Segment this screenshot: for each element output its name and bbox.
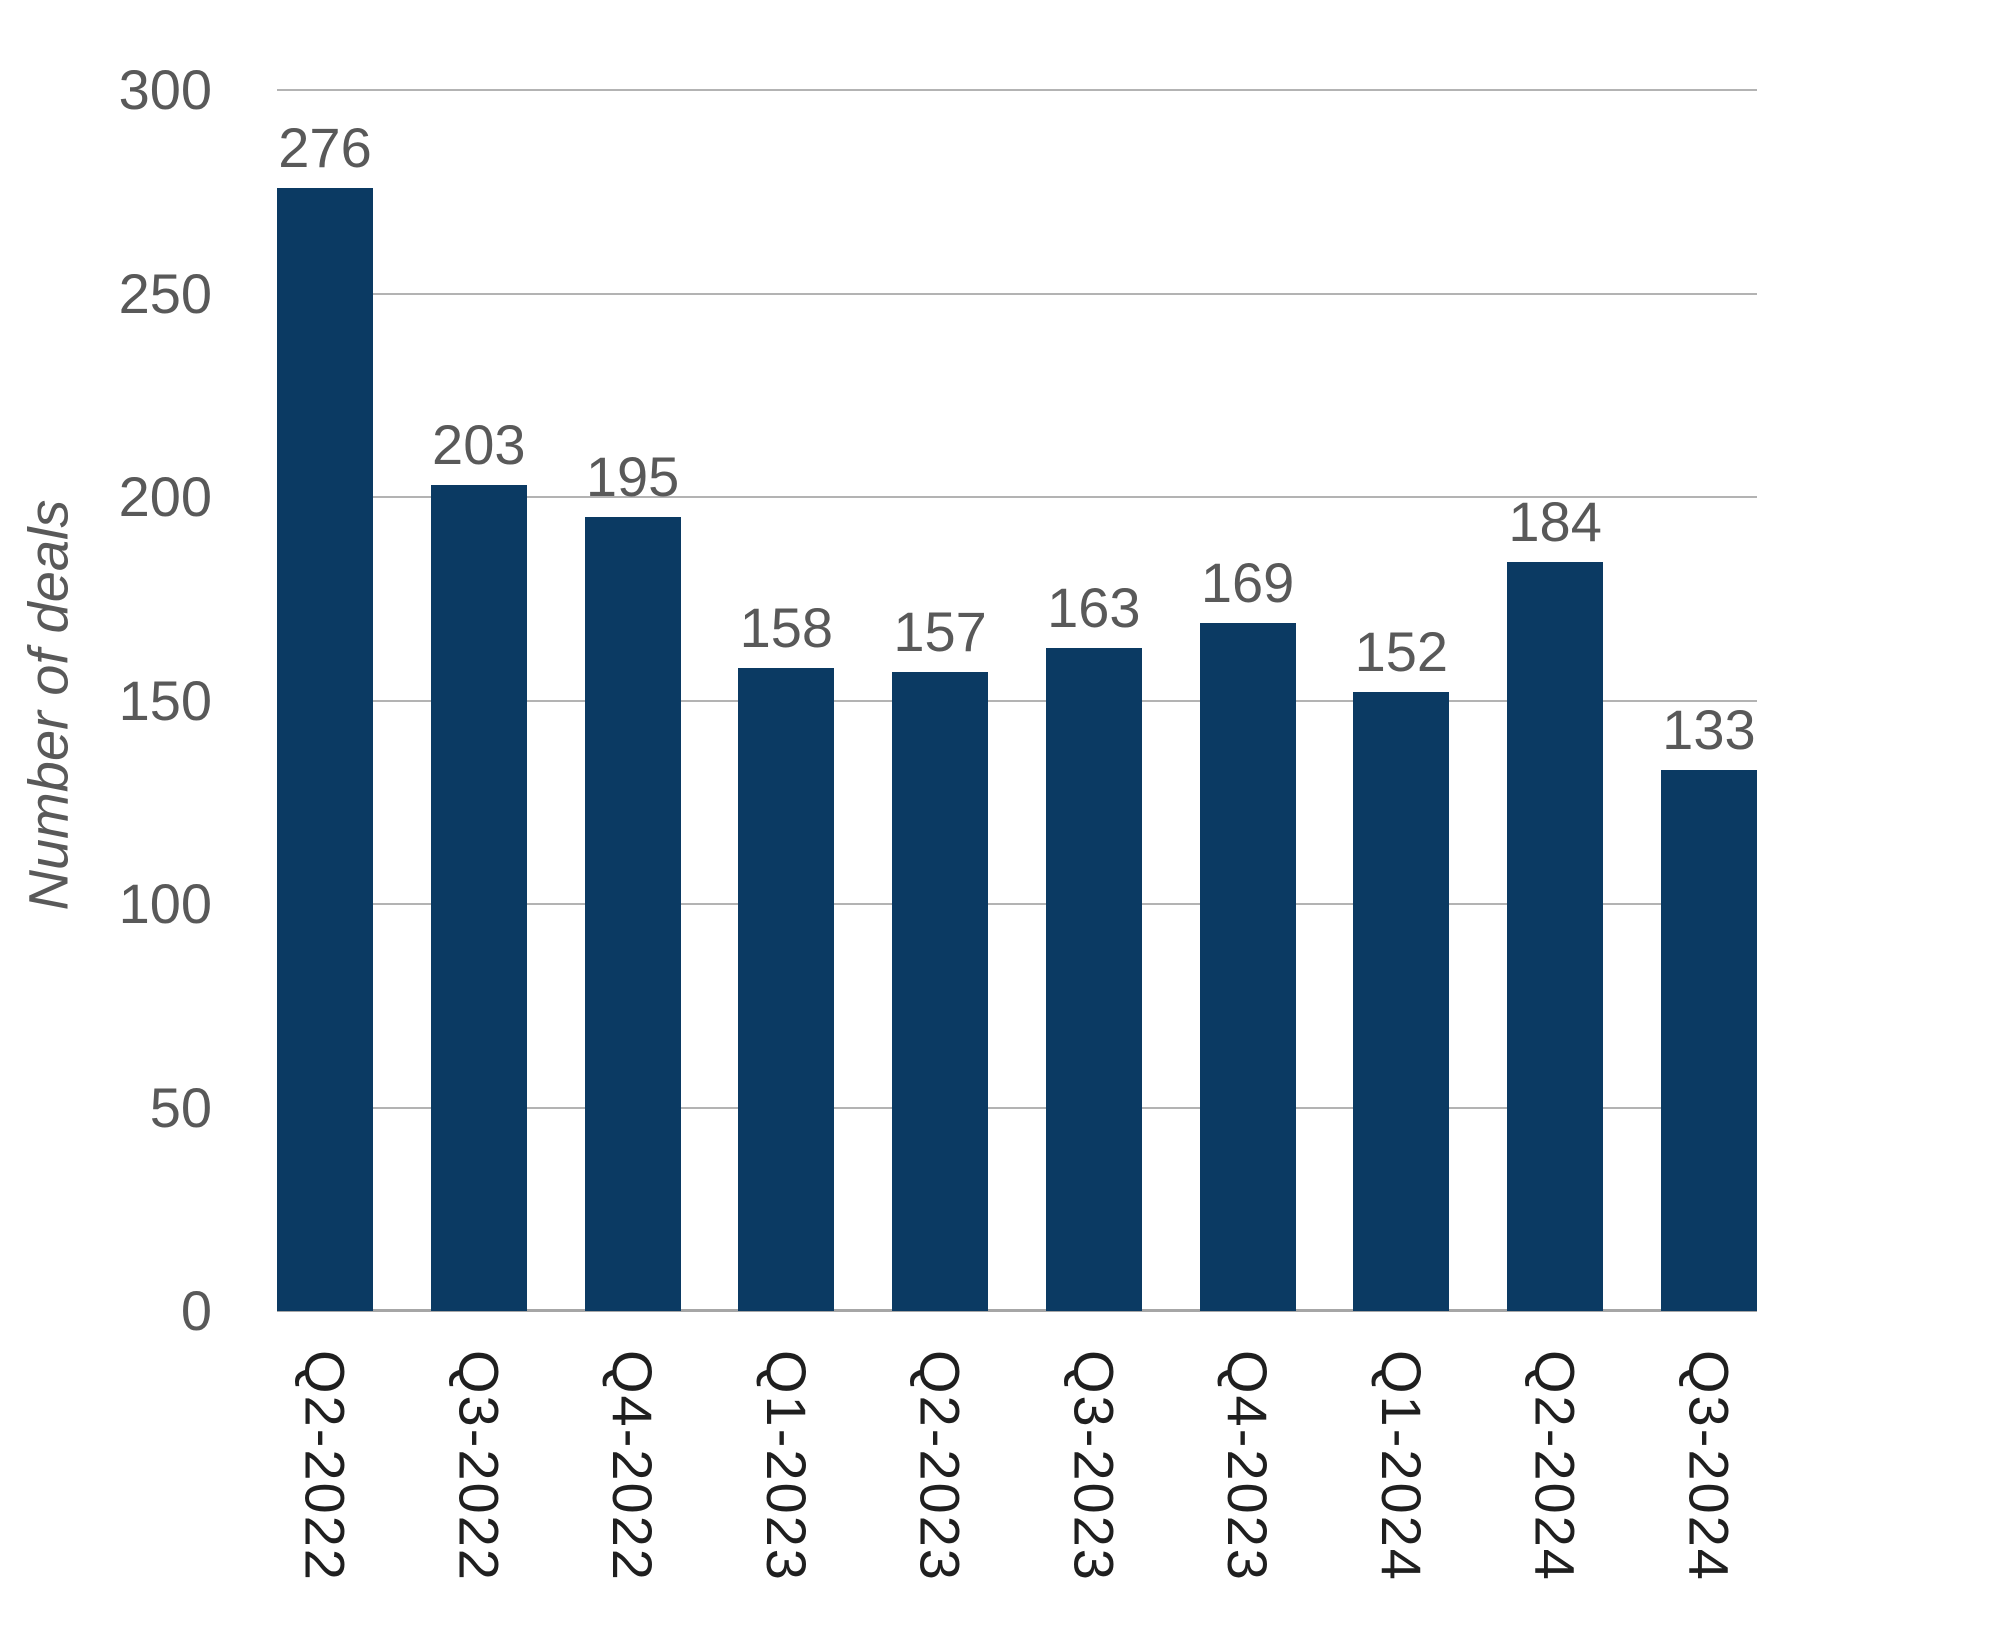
gridline-150 (277, 699, 1757, 702)
x-label-cell: Q2-2022 (277, 1350, 373, 1590)
bar (738, 667, 835, 1311)
bar-group-Q2-2023: 157 (892, 90, 989, 1311)
bar-group-Q2-2022: 276 (277, 90, 373, 1311)
bar-value-label: 157 (893, 600, 987, 664)
bar (1507, 562, 1604, 1311)
y-tick-label-50: 50 (149, 1075, 212, 1139)
bar (1660, 769, 1757, 1311)
x-label-cell: Q2-2024 (1507, 1350, 1603, 1590)
x-axis-label: Q1-2023 (754, 1350, 818, 1582)
bar (584, 517, 681, 1311)
x-axis-label: Q3-2023 (1062, 1350, 1126, 1582)
bar-value-label: 163 (1047, 575, 1141, 639)
x-label-cell: Q3-2024 (1661, 1350, 1757, 1590)
x-axis-labels: Q2-2022 Q3-2022 Q4-2022 Q1-2023 Q2-2023 Q3-20… (277, 1350, 1757, 1590)
bar-value-label: 152 (1354, 620, 1449, 684)
y-tick-label-150: 150 (118, 668, 212, 732)
x-axis-label: Q1-2024 (1369, 1350, 1433, 1582)
bar-value-label: 169 (1200, 551, 1295, 615)
plot-area: 276 203 195 158 157 163 169 152 184 133 (277, 89, 1757, 1312)
y-tick-label-0: 0 (180, 1279, 212, 1342)
x-axis-label: Q4-2022 (601, 1350, 665, 1582)
bar-value-label: 158 (739, 595, 834, 659)
bar-group-Q4-2022: 195 (584, 90, 681, 1311)
bar-value-label: 184 (1508, 490, 1602, 554)
y-tick-label-250: 250 (118, 261, 212, 325)
bar-group-Q1-2024: 152 (1353, 90, 1450, 1311)
x-label-cell: Q4-2022 (585, 1350, 681, 1590)
x-label-cell: Q2-2023 (892, 1350, 988, 1590)
bar (1199, 623, 1296, 1311)
bar-group-Q2-2024: 184 (1507, 90, 1604, 1311)
x-axis-label: Q3-2022 (447, 1350, 511, 1582)
x-axis-label: Q2-2022 (293, 1350, 357, 1582)
x-axis-label: Q3-2024 (1677, 1350, 1741, 1582)
y-axis-tick-labels: 0 50 100 150 200 250 300 (0, 58, 212, 1342)
bar-series: 276 203 195 158 157 163 169 152 184 133 (277, 90, 1757, 1311)
bar-value-label: 133 (1662, 697, 1756, 761)
x-label-cell: Q4-2023 (1200, 1350, 1296, 1590)
y-tick-label-200: 200 (118, 465, 212, 528)
gridline-50 (277, 1106, 1757, 1109)
bar (1045, 647, 1142, 1311)
x-label-cell: Q3-2023 (1046, 1350, 1142, 1590)
x-axis-label: Q4-2023 (1216, 1350, 1280, 1582)
bar-value-label: 276 (278, 115, 372, 179)
gridline-250 (277, 292, 1757, 295)
bar-group-Q1-2023: 158 (738, 90, 835, 1311)
bar-value-label: 203 (432, 412, 526, 476)
bar-group-Q3-2022: 203 (430, 90, 527, 1311)
gridline-100 (277, 903, 1757, 905)
x-label-cell: Q1-2023 (738, 1350, 834, 1590)
x-axis-label: Q2-2023 (908, 1350, 972, 1582)
x-label-cell: Q1-2024 (1353, 1350, 1449, 1590)
bar-group-Q4-2023: 169 (1199, 90, 1296, 1311)
bar (892, 672, 989, 1311)
bar (430, 484, 527, 1311)
y-tick-label-300: 300 (118, 58, 212, 121)
x-axis-label: Q2-2024 (1523, 1350, 1587, 1582)
bar-value-label: 195 (585, 445, 680, 509)
x-axis-line (277, 1309, 1757, 1312)
gridline-200 (277, 496, 1757, 498)
bar-group-Q3-2023: 163 (1045, 90, 1142, 1311)
gridline-300 (277, 89, 1757, 91)
bar-group-Q3-2024: 133 (1660, 90, 1757, 1311)
y-tick-label-100: 100 (118, 872, 212, 935)
bar (277, 187, 373, 1311)
bar (1353, 692, 1450, 1311)
x-label-cell: Q3-2022 (431, 1350, 527, 1590)
